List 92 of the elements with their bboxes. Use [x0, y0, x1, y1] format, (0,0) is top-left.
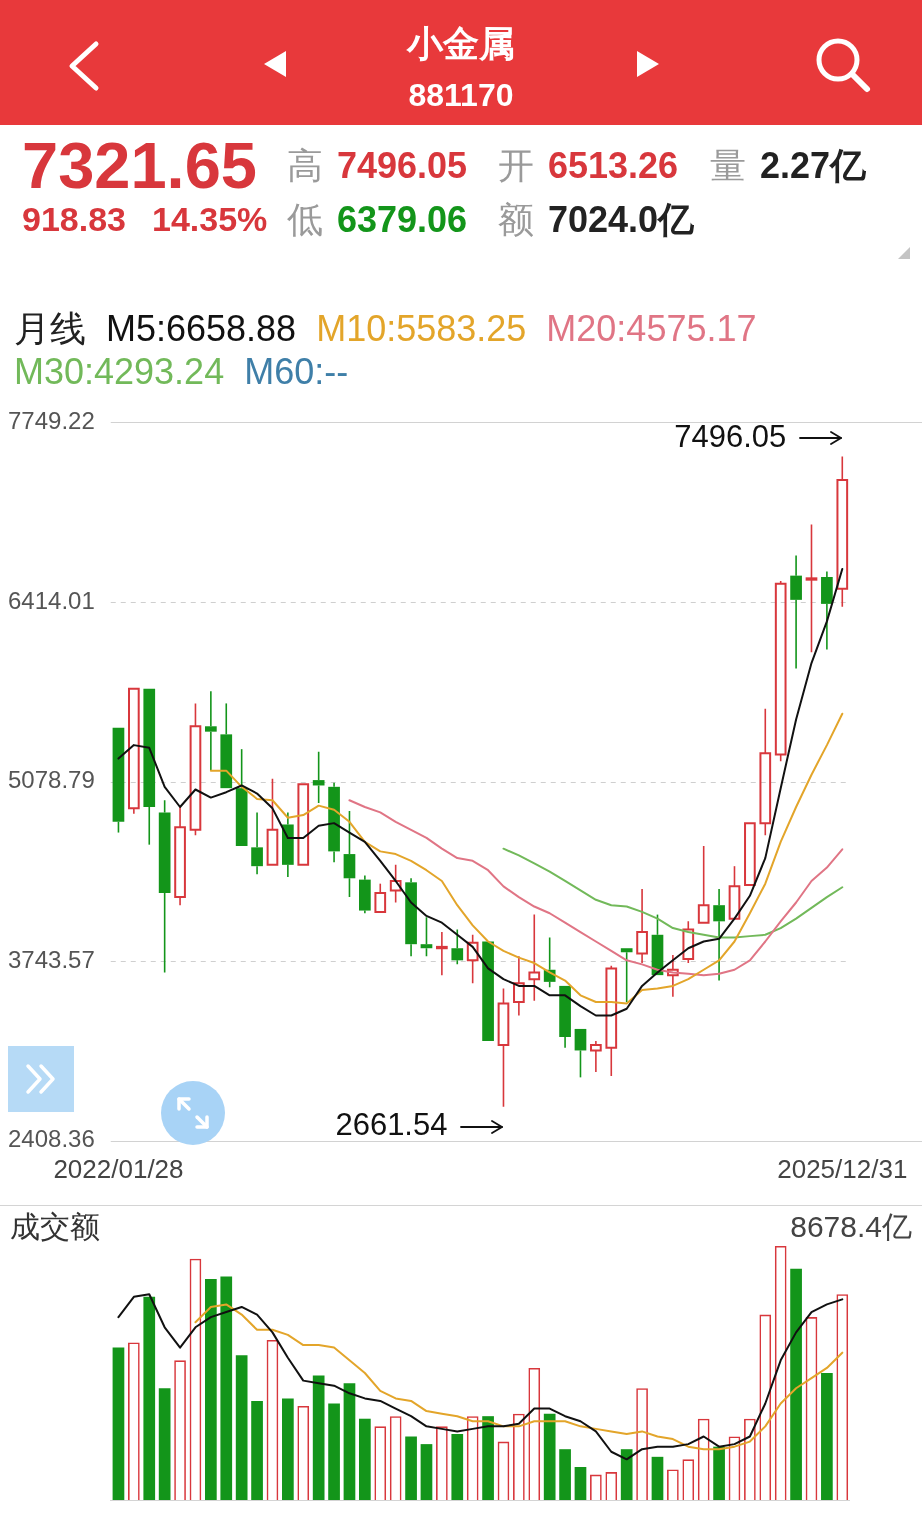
- candlestick: [605, 964, 618, 1077]
- candlestick: [682, 920, 695, 964]
- bar: [343, 1383, 356, 1500]
- candlestick: [590, 1040, 602, 1073]
- candlestick: [620, 948, 633, 1003]
- text: M20:4575.17: [546, 308, 757, 349]
- text: M5:6658.88: [106, 308, 297, 349]
- candlestick: [497, 987, 510, 1108]
- candlestick: [420, 916, 433, 958]
- y-tick-label: 3743.57: [8, 945, 95, 973]
- y-tick-label: 5078.79: [8, 766, 95, 794]
- text: 高 7496.05: [287, 145, 468, 186]
- text: 8678.4亿: [790, 1210, 912, 1243]
- candlestick: [359, 874, 371, 915]
- candlestick: [759, 708, 772, 837]
- text: 低 6379.06: [287, 199, 468, 240]
- candlestick: [405, 877, 417, 958]
- candlestick: [158, 799, 171, 974]
- text: 918.83: [22, 200, 126, 238]
- bar: [405, 1436, 417, 1500]
- bar: [559, 1449, 571, 1500]
- candlestick: [220, 702, 233, 789]
- y-tick-label: 7749.22: [8, 407, 95, 435]
- text: M10:5583.25: [316, 308, 527, 349]
- text: 14.35%: [152, 200, 268, 238]
- bar: [574, 1466, 587, 1500]
- candlestick: [205, 690, 217, 772]
- annotation: 7496.05: [674, 419, 787, 454]
- text: 开 6513.26: [498, 145, 679, 186]
- bar: [312, 1375, 325, 1500]
- bar: [282, 1398, 294, 1500]
- candlestick: [728, 865, 741, 920]
- candlestick: [513, 955, 525, 1017]
- candlestick: [805, 523, 818, 654]
- y-tick-label: 6414.01: [8, 586, 95, 614]
- text: M30:4293.24: [14, 351, 225, 392]
- bar: [112, 1347, 125, 1500]
- candlestick: [174, 806, 186, 906]
- candlestick: [821, 570, 833, 651]
- bar: [451, 1433, 464, 1500]
- candlestick: [312, 751, 325, 804]
- bar: [205, 1279, 217, 1500]
- bar: [235, 1355, 248, 1500]
- candlestick: [266, 777, 279, 866]
- text: 7321.65: [22, 129, 257, 202]
- candlestick: [559, 985, 571, 1049]
- chart-title: 成交额: [10, 1210, 100, 1243]
- candlestick: [790, 554, 802, 670]
- x-tick-label: 2022/01/28: [53, 1153, 184, 1184]
- text: 额 7024.0亿: [498, 199, 695, 240]
- candlestick: [574, 1028, 587, 1079]
- candlestick: [128, 687, 140, 815]
- bar: [158, 1388, 171, 1500]
- candlestick: [697, 845, 710, 924]
- bar: [251, 1400, 263, 1500]
- candlestick: [451, 928, 464, 966]
- legend-title: 月线: [14, 308, 86, 349]
- candlestick: [636, 888, 648, 964]
- candlestick: [528, 913, 541, 1002]
- legend-label: M60:--: [244, 351, 349, 392]
- candlestick: [189, 702, 202, 837]
- candlestick: [389, 864, 402, 904]
- candlestick: [235, 748, 248, 846]
- bar: [143, 1296, 156, 1500]
- bar: [482, 1416, 494, 1500]
- candlestick: [374, 882, 387, 913]
- text: 量 2.27亿: [710, 145, 867, 186]
- bar: [359, 1418, 371, 1500]
- bar: [651, 1456, 664, 1500]
- chart-subtitle: 881170: [408, 77, 514, 113]
- chart-title: 小金属: [407, 23, 515, 64]
- candlestick: [251, 811, 263, 876]
- candlestick: [466, 933, 479, 984]
- bar: [713, 1446, 725, 1500]
- bar: [420, 1444, 433, 1500]
- candlestick: [836, 455, 849, 608]
- bar: [821, 1373, 833, 1500]
- candlestick: [343, 810, 356, 898]
- bar: [790, 1268, 802, 1500]
- bar: [328, 1403, 340, 1500]
- bar: [620, 1449, 633, 1500]
- candlestick: [667, 954, 679, 998]
- candlestick: [328, 781, 340, 863]
- x-tick-label: 2025/12/31: [777, 1153, 908, 1184]
- candlestick: [436, 931, 448, 976]
- annotation: 2661.54: [335, 1107, 448, 1143]
- bar: [543, 1413, 556, 1500]
- candlestick: [143, 688, 156, 846]
- bar: [220, 1276, 233, 1500]
- candlestick: [713, 888, 725, 982]
- candlestick: [282, 811, 294, 878]
- y-tick-label: 2408.36: [8, 1125, 95, 1153]
